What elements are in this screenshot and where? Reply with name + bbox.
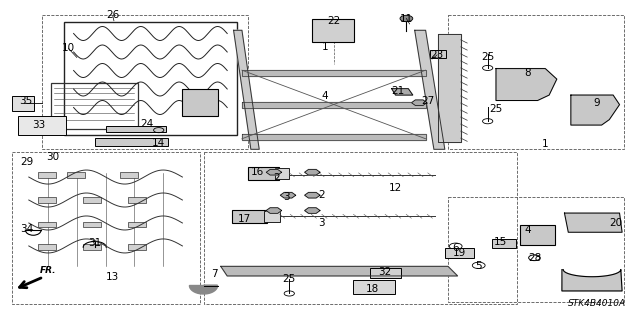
Text: 30: 30 bbox=[47, 152, 60, 162]
Polygon shape bbox=[415, 30, 445, 149]
Bar bbox=[248, 167, 279, 180]
Bar bbox=[275, 168, 289, 179]
Text: 6: 6 bbox=[452, 243, 459, 253]
Text: 4: 4 bbox=[322, 91, 328, 101]
Text: 11: 11 bbox=[400, 13, 413, 24]
Text: 24: 24 bbox=[141, 119, 154, 129]
Text: 3: 3 bbox=[318, 218, 324, 228]
Text: STK4B4010A: STK4B4010A bbox=[568, 299, 626, 308]
Bar bbox=[232, 210, 267, 223]
Text: FR.: FR. bbox=[40, 266, 56, 275]
Bar bbox=[430, 50, 446, 58]
Text: 33: 33 bbox=[32, 120, 45, 130]
Bar bbox=[12, 152, 200, 304]
Bar bbox=[353, 280, 395, 294]
Bar bbox=[445, 248, 474, 258]
Polygon shape bbox=[438, 34, 461, 142]
Text: 12: 12 bbox=[389, 182, 402, 193]
Bar bbox=[264, 211, 280, 222]
Text: 21: 21 bbox=[392, 86, 404, 96]
Bar bbox=[448, 197, 624, 302]
Circle shape bbox=[400, 15, 413, 22]
Text: 1: 1 bbox=[322, 42, 328, 52]
Polygon shape bbox=[234, 30, 259, 149]
Bar bbox=[128, 197, 146, 203]
Bar bbox=[67, 172, 85, 178]
Text: 7: 7 bbox=[211, 269, 218, 279]
Text: 23: 23 bbox=[431, 50, 444, 60]
Bar bbox=[38, 197, 56, 203]
Polygon shape bbox=[242, 134, 426, 140]
Bar bbox=[38, 222, 56, 227]
Bar bbox=[83, 197, 101, 203]
Bar bbox=[120, 172, 138, 178]
Bar bbox=[83, 222, 101, 227]
Polygon shape bbox=[266, 208, 282, 213]
Polygon shape bbox=[305, 169, 320, 175]
Polygon shape bbox=[496, 69, 557, 100]
Text: 15: 15 bbox=[494, 237, 507, 247]
Polygon shape bbox=[305, 192, 320, 198]
Text: 4: 4 bbox=[525, 225, 531, 235]
Text: 19: 19 bbox=[453, 248, 466, 258]
Text: 25: 25 bbox=[481, 52, 494, 62]
Text: 28: 28 bbox=[528, 253, 541, 263]
Polygon shape bbox=[412, 100, 427, 106]
Text: 14: 14 bbox=[152, 138, 165, 148]
Text: 9: 9 bbox=[593, 98, 600, 108]
Polygon shape bbox=[280, 192, 296, 198]
Bar bbox=[312, 19, 354, 42]
Polygon shape bbox=[562, 270, 622, 291]
Bar bbox=[182, 89, 218, 116]
Polygon shape bbox=[305, 208, 320, 213]
Polygon shape bbox=[189, 286, 218, 294]
Text: 1: 1 bbox=[542, 139, 548, 149]
Bar bbox=[64, 22, 237, 135]
Bar bbox=[12, 96, 34, 111]
Polygon shape bbox=[242, 102, 426, 108]
Text: 8: 8 bbox=[525, 68, 531, 78]
Text: 3: 3 bbox=[284, 192, 290, 202]
Polygon shape bbox=[242, 70, 426, 76]
Bar bbox=[42, 15, 248, 149]
Text: 25: 25 bbox=[283, 274, 296, 284]
Text: 25: 25 bbox=[490, 104, 502, 114]
Bar bbox=[204, 152, 517, 304]
Bar bbox=[106, 126, 166, 132]
Polygon shape bbox=[392, 89, 413, 95]
Polygon shape bbox=[571, 95, 620, 125]
Bar bbox=[51, 83, 138, 129]
Bar bbox=[128, 244, 146, 250]
Bar bbox=[18, 116, 66, 135]
Text: 20: 20 bbox=[609, 218, 622, 228]
Bar bbox=[128, 222, 146, 227]
Bar bbox=[95, 138, 168, 146]
Text: 22: 22 bbox=[328, 16, 340, 26]
Text: 10: 10 bbox=[62, 43, 75, 54]
Text: 13: 13 bbox=[106, 272, 118, 282]
Bar bbox=[492, 239, 516, 248]
Bar bbox=[83, 244, 101, 250]
Text: 2: 2 bbox=[273, 173, 280, 183]
Text: 5: 5 bbox=[476, 261, 482, 271]
Text: 29: 29 bbox=[20, 157, 33, 167]
Text: 34: 34 bbox=[20, 224, 33, 234]
Text: 2: 2 bbox=[318, 190, 324, 200]
Bar bbox=[448, 15, 624, 149]
Text: 27: 27 bbox=[421, 96, 434, 107]
Bar bbox=[38, 172, 56, 178]
Text: 18: 18 bbox=[366, 284, 379, 294]
Polygon shape bbox=[221, 266, 458, 276]
Bar bbox=[38, 244, 56, 250]
Bar bbox=[520, 225, 555, 245]
Polygon shape bbox=[266, 169, 282, 175]
Text: 26: 26 bbox=[106, 10, 119, 20]
Text: 35: 35 bbox=[19, 96, 32, 107]
Text: 17: 17 bbox=[238, 214, 251, 225]
Text: 32: 32 bbox=[379, 267, 392, 277]
Polygon shape bbox=[564, 213, 622, 232]
Text: 31: 31 bbox=[88, 238, 101, 248]
Bar bbox=[370, 268, 401, 278]
Text: 16: 16 bbox=[251, 167, 264, 177]
